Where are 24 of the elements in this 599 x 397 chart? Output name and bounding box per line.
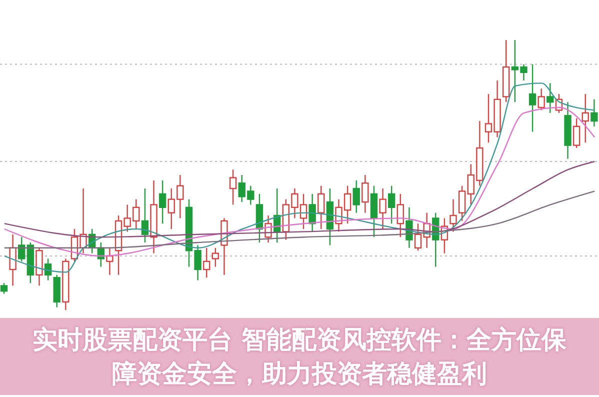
- candlestick: [450, 198, 457, 232]
- candlestick: [229, 169, 237, 206]
- text: 实时股票配资平台 智能配资风控软件：全方位保障资金安全，助力投资者稳健盈利: [32, 324, 568, 390]
- candlestick: [528, 64, 536, 132]
- candlestick: [379, 188, 386, 230]
- candlestick: [546, 82, 554, 114]
- candlestick: [396, 193, 404, 238]
- candlestick: [318, 185, 325, 230]
- candlestick: [106, 247, 114, 276]
- candlestick: [9, 234, 16, 286]
- candlestick: [308, 193, 316, 232]
- candlestick: [203, 247, 210, 278]
- candlestick: [590, 98, 598, 127]
- candlestick: [582, 93, 589, 144]
- candlestick: [158, 180, 166, 224]
- candlestick: [0, 282, 8, 294]
- candlestick: [18, 236, 26, 262]
- candlestick: [572, 118, 580, 149]
- candlestick: [388, 185, 396, 224]
- candlestick: [352, 180, 360, 214]
- candlestick: [458, 185, 466, 222]
- candlestick: [538, 88, 545, 111]
- candlestick: [212, 247, 220, 268]
- candlestick: [362, 174, 369, 214]
